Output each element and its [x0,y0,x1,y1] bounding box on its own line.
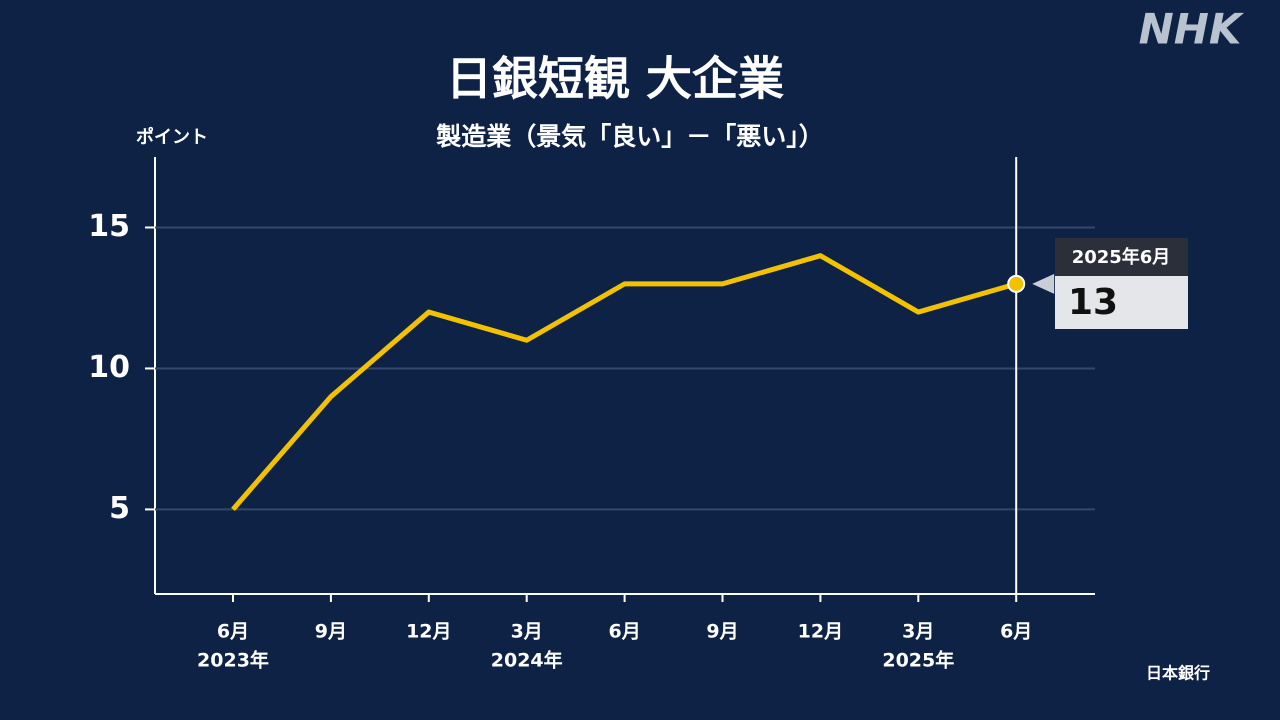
x-tick-label: 12月 [406,621,451,643]
callout-value: 13 [1068,282,1118,323]
year-label: 2025年 [882,649,954,672]
y-tick-label: 15 [88,209,130,244]
callout-pointer [1032,273,1055,294]
y-axis-label: ポイント [136,126,208,148]
chart-title: 日銀短観 大企業 [446,52,784,106]
y-tick-label: 5 [109,491,130,526]
y-tick-label: 10 [88,350,130,385]
chart-subtitle: 製造業（景気「良い」－「悪い」） [435,122,824,151]
year-label: 2023年 [197,649,269,672]
x-tick-label: 6月 [217,621,249,643]
x-tick-label: 3月 [902,621,934,643]
x-tick-label: 9月 [315,621,347,643]
highlight-point [1007,274,1026,293]
callout-label: 2025年6月 [1072,246,1171,268]
callout-box [1055,276,1188,329]
source: 日本銀行 [1146,664,1210,683]
x-tick-label: 6月 [608,621,640,643]
year-label: 2024年 [491,649,563,672]
logo: NHK [1139,5,1245,54]
x-tick-label: 9月 [706,621,738,643]
data-line [231,253,1017,512]
x-tick-label: 3月 [511,621,543,643]
x-tick-label: 12月 [798,621,843,643]
x-tick-label: 6月 [1000,621,1032,643]
callout-header [1055,238,1188,276]
